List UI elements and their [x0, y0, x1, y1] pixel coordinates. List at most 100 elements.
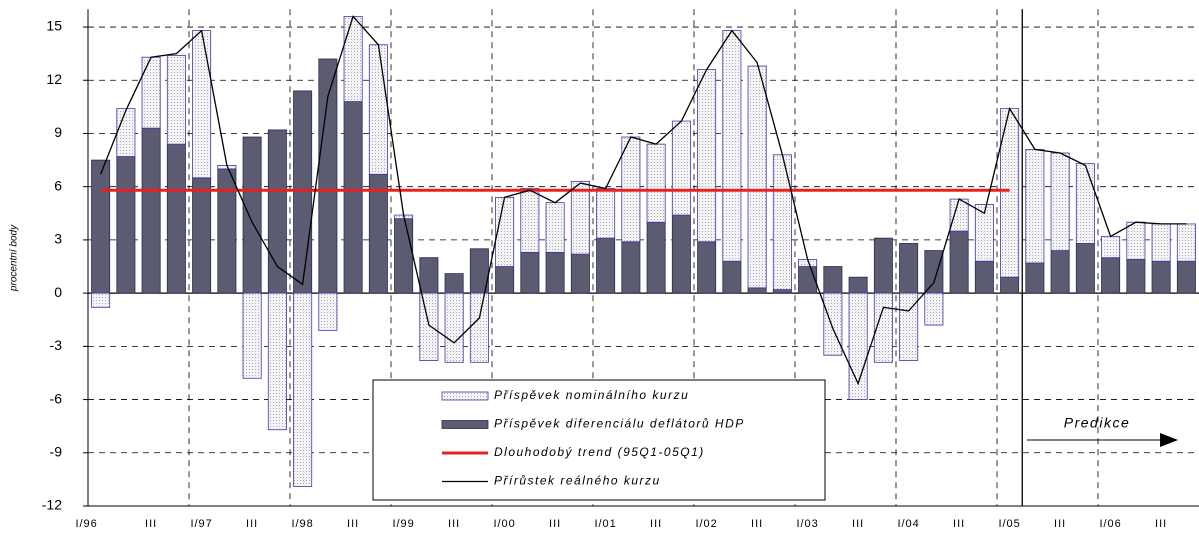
legend-swatch — [441, 420, 489, 429]
bar — [1126, 259, 1146, 294]
bar — [1075, 243, 1095, 294]
x-tick-label: III — [246, 518, 258, 530]
x-tick-label: I/02 — [695, 518, 717, 530]
bar — [697, 69, 717, 243]
y-tick-label: -6 — [50, 390, 63, 406]
bar — [419, 257, 439, 294]
bar — [520, 188, 540, 253]
bar — [823, 292, 843, 356]
bar — [798, 266, 818, 294]
bar — [166, 55, 186, 145]
y-tick-label: -12 — [42, 497, 62, 513]
y-tick-label: 6 — [54, 177, 62, 193]
legend-label: Příspěvek diferenciálu deflátorů HDP — [494, 417, 745, 431]
x-tick-label: I/97 — [190, 518, 212, 530]
x-tick-label: I/01 — [594, 518, 616, 530]
bar — [267, 129, 287, 294]
bar — [166, 143, 186, 294]
y-tick-label: 15 — [46, 18, 62, 34]
bar — [747, 65, 767, 289]
bar — [1050, 250, 1070, 294]
y-tick-label: -3 — [50, 337, 63, 353]
bar — [242, 136, 262, 294]
x-tick-label: I/06 — [1099, 518, 1121, 530]
bar — [116, 156, 136, 294]
legend-label: Příspěvek nominálního kurzu — [494, 388, 689, 402]
bar — [91, 159, 111, 294]
y-tick-label: 9 — [54, 124, 62, 140]
bar — [848, 276, 868, 294]
bar — [141, 56, 161, 129]
x-tick-label: I/96 — [75, 518, 97, 530]
bar — [646, 143, 666, 223]
legend-swatch — [441, 391, 489, 401]
x-tick-label: III — [549, 518, 561, 530]
bar — [899, 243, 919, 294]
bar — [217, 168, 237, 294]
bar — [1025, 149, 1045, 264]
bar — [293, 90, 313, 294]
x-tick-label: I/98 — [291, 518, 313, 530]
bar — [444, 292, 464, 363]
bar — [343, 15, 363, 102]
bar — [1176, 223, 1196, 262]
bar — [747, 287, 767, 294]
y-tick-label: 0 — [54, 284, 62, 300]
bar — [267, 292, 287, 431]
bar — [671, 214, 691, 294]
bar — [91, 292, 111, 308]
bar — [570, 253, 590, 294]
bar — [520, 251, 540, 294]
x-tick-label: I/99 — [392, 518, 414, 530]
bar — [116, 108, 136, 157]
x-tick-label: I/04 — [897, 518, 919, 530]
bar — [974, 204, 994, 262]
y-tick-label: 12 — [46, 71, 62, 87]
x-tick-label: I/00 — [493, 518, 515, 530]
x-tick-label: III — [953, 518, 965, 530]
bar — [1075, 163, 1095, 244]
bar — [621, 241, 641, 294]
bar — [924, 292, 944, 326]
line — [99, 15, 1187, 386]
prediction-arrowhead — [1160, 433, 1178, 447]
x-tick-label: III — [751, 518, 763, 530]
bar — [697, 241, 717, 294]
x-tick-label: I/05 — [998, 518, 1020, 530]
bar — [772, 154, 792, 290]
bar — [192, 177, 212, 294]
y-tick-label: -9 — [50, 443, 63, 459]
bar — [974, 260, 994, 294]
bar — [596, 237, 616, 294]
x-tick-label: I/03 — [796, 518, 818, 530]
bar — [1101, 257, 1121, 294]
x-tick-label: III — [1054, 518, 1066, 530]
bar — [469, 292, 489, 363]
bar — [368, 173, 388, 294]
bar — [242, 292, 262, 379]
bar — [1126, 221, 1146, 260]
bar — [368, 44, 388, 175]
prediction-label: Predikce — [1064, 415, 1130, 431]
y-axis-label: procentní body — [9, 224, 20, 292]
legend-label: Dlouhodobý trend (95Q1-05Q1) — [494, 445, 705, 459]
x-tick-label: III — [852, 518, 864, 530]
x-tick-label: III — [1155, 518, 1167, 530]
bar — [646, 221, 666, 294]
bar — [1025, 262, 1045, 294]
bar — [596, 188, 616, 239]
x-tick-label: III — [650, 518, 662, 530]
y-tick-label: 3 — [54, 231, 62, 247]
bar — [722, 30, 742, 262]
bar — [545, 202, 565, 253]
legend: Příspěvek nominálního kurzu Příspěvek dif… — [372, 379, 826, 501]
legend-label: Přírůstek reálného kurzu — [494, 474, 661, 488]
bar — [1000, 276, 1020, 294]
bar — [949, 230, 969, 294]
bar — [318, 58, 338, 294]
bar — [924, 250, 944, 294]
bar — [293, 292, 313, 487]
bar — [873, 237, 893, 294]
bar — [192, 30, 212, 179]
x-tick-label: III — [145, 518, 157, 530]
